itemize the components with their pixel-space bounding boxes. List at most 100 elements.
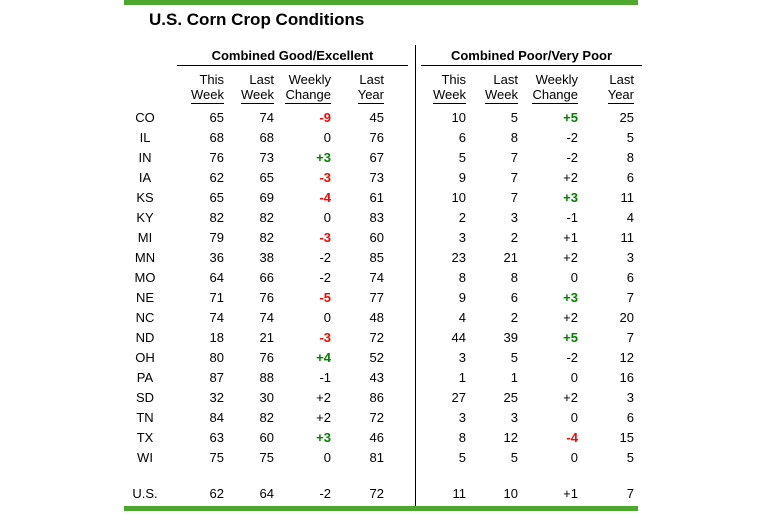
pvp-last-year: 16 — [619, 370, 634, 385]
pvp-weekly-change: +2 — [563, 310, 578, 325]
ge-weekly-change: -3 — [319, 230, 331, 245]
ge-last-week: 60 — [259, 430, 274, 445]
spacer-cell — [634, 428, 638, 448]
table-row: NE 71 76 -5 77 9 6 +3 7 — [124, 288, 638, 308]
pvp-last-year: 6 — [626, 410, 634, 425]
ge-last-week: 68 — [259, 130, 274, 145]
ge-weekly-change: +3 — [316, 430, 331, 445]
table-row: ND 18 21 -3 72 44 39 +5 7 — [124, 328, 638, 348]
pvp-weekly-change: -4 — [566, 430, 578, 445]
ge-last-year: 45 — [369, 110, 384, 125]
pvp-last-week: 6 — [510, 290, 518, 305]
column-gap — [384, 348, 415, 368]
col-header-ge-this: This — [199, 72, 224, 87]
section-header-poor-very-poor: Combined Poor/Very Poor — [421, 48, 642, 66]
ge-weekly-change: -2 — [319, 270, 331, 285]
state-label: NE — [135, 290, 155, 305]
table-row: MO 64 66 -2 74 8 8 0 6 — [124, 268, 638, 288]
pvp-this-week: 23 — [451, 250, 466, 265]
state-label: MN — [134, 250, 156, 265]
pvp-weekly-change: +3 — [563, 190, 578, 205]
column-header-row-2: Week Week Change Year Week Week Change Y… — [124, 87, 638, 108]
pvp-last-year: 3 — [626, 250, 634, 265]
spacer-cell — [634, 188, 638, 208]
pvp-last-week: 2 — [510, 310, 518, 325]
pvp-weekly-change: +5 — [563, 110, 578, 125]
spacer-cell — [124, 468, 638, 484]
pvp-last-year: 6 — [626, 270, 634, 285]
ge-last-year: 83 — [369, 210, 384, 225]
pvp-last-week: 1 — [510, 370, 518, 385]
ge-last-week: 30 — [259, 390, 274, 405]
state-label: MO — [134, 270, 156, 285]
pvp-last-week: 7 — [510, 190, 518, 205]
ge-last-week: 65 — [259, 170, 274, 185]
table-row: IN 76 73 +3 67 5 7 -2 8 — [124, 148, 638, 168]
ge-this-week: 64 — [209, 270, 224, 285]
ge-weekly-change: -2 — [319, 486, 331, 501]
spacer-cell — [634, 168, 638, 188]
state-label: WI — [137, 450, 153, 465]
pvp-last-year: 11 — [620, 190, 635, 205]
pvp-last-week: 5 — [510, 110, 518, 125]
column-gap — [384, 128, 415, 148]
ge-last-week: 82 — [259, 410, 274, 425]
ge-last-year: 48 — [369, 310, 384, 325]
us-total-row: U.S. 62 64 -2 72 11 10 +1 7 — [124, 484, 638, 504]
spacer-cell — [634, 228, 638, 248]
ge-this-week: 79 — [209, 230, 224, 245]
ge-this-week: 76 — [209, 150, 224, 165]
ge-last-week: 75 — [259, 450, 274, 465]
pvp-last-week: 10 — [503, 486, 518, 501]
col-header-pvp-weekly: Weekly — [535, 72, 578, 87]
column-gap — [384, 168, 415, 188]
state-label: CO — [135, 110, 155, 125]
pvp-last-year: 7 — [626, 330, 634, 345]
spacer-cell — [634, 328, 638, 348]
pvp-last-year: 25 — [619, 110, 634, 125]
column-gap — [384, 108, 415, 128]
ge-weekly-change: -3 — [319, 170, 331, 185]
column-gap — [384, 368, 415, 388]
ge-weekly-change: -1 — [319, 370, 331, 385]
ge-last-year: 85 — [369, 250, 384, 265]
column-gap — [384, 148, 415, 168]
ge-last-week: 76 — [259, 290, 274, 305]
spacer-cell — [634, 368, 638, 388]
column-gap — [384, 388, 415, 408]
ge-this-week: 62 — [209, 486, 224, 501]
pvp-this-week: 10 — [451, 110, 466, 125]
table-row: TX 63 60 +3 46 8 12 -4 15 — [124, 428, 638, 448]
pvp-weekly-change: +2 — [563, 250, 578, 265]
col-header-pvp-this: This — [441, 72, 466, 87]
top-green-rule — [124, 0, 638, 5]
state-label: PA — [136, 370, 154, 385]
section-divider-line — [415, 45, 416, 506]
column-gap — [384, 87, 415, 108]
column-gap — [384, 308, 415, 328]
col-header-ge-weekly: Weekly — [288, 72, 331, 87]
pvp-this-week: 1 — [458, 370, 466, 385]
ge-weekly-change: 0 — [323, 450, 331, 465]
ge-last-week: 38 — [259, 250, 274, 265]
spacer-cell — [124, 87, 166, 108]
spacer-cell — [634, 448, 638, 468]
ge-weekly-change: +4 — [316, 350, 331, 365]
pvp-weekly-change: +3 — [563, 290, 578, 305]
ge-last-week: 73 — [259, 150, 274, 165]
ge-last-week: 74 — [259, 310, 274, 325]
pvp-this-week: 5 — [458, 450, 466, 465]
pvp-last-year: 20 — [619, 310, 634, 325]
table-row: IA 62 65 -3 73 9 7 +2 6 — [124, 168, 638, 188]
ge-last-week: 74 — [259, 110, 274, 125]
ge-weekly-change: +2 — [316, 390, 331, 405]
col-header-pvp-last-week: Week — [485, 87, 518, 104]
table-row: PA 87 88 -1 43 1 1 0 16 — [124, 368, 638, 388]
column-gap — [384, 484, 415, 504]
ge-this-week: 32 — [209, 390, 224, 405]
col-header-ge-last: Last — [249, 72, 274, 87]
pvp-last-week: 8 — [510, 270, 518, 285]
state-label: IN — [138, 150, 152, 165]
column-gap — [384, 288, 415, 308]
pvp-this-week: 10 — [451, 190, 466, 205]
